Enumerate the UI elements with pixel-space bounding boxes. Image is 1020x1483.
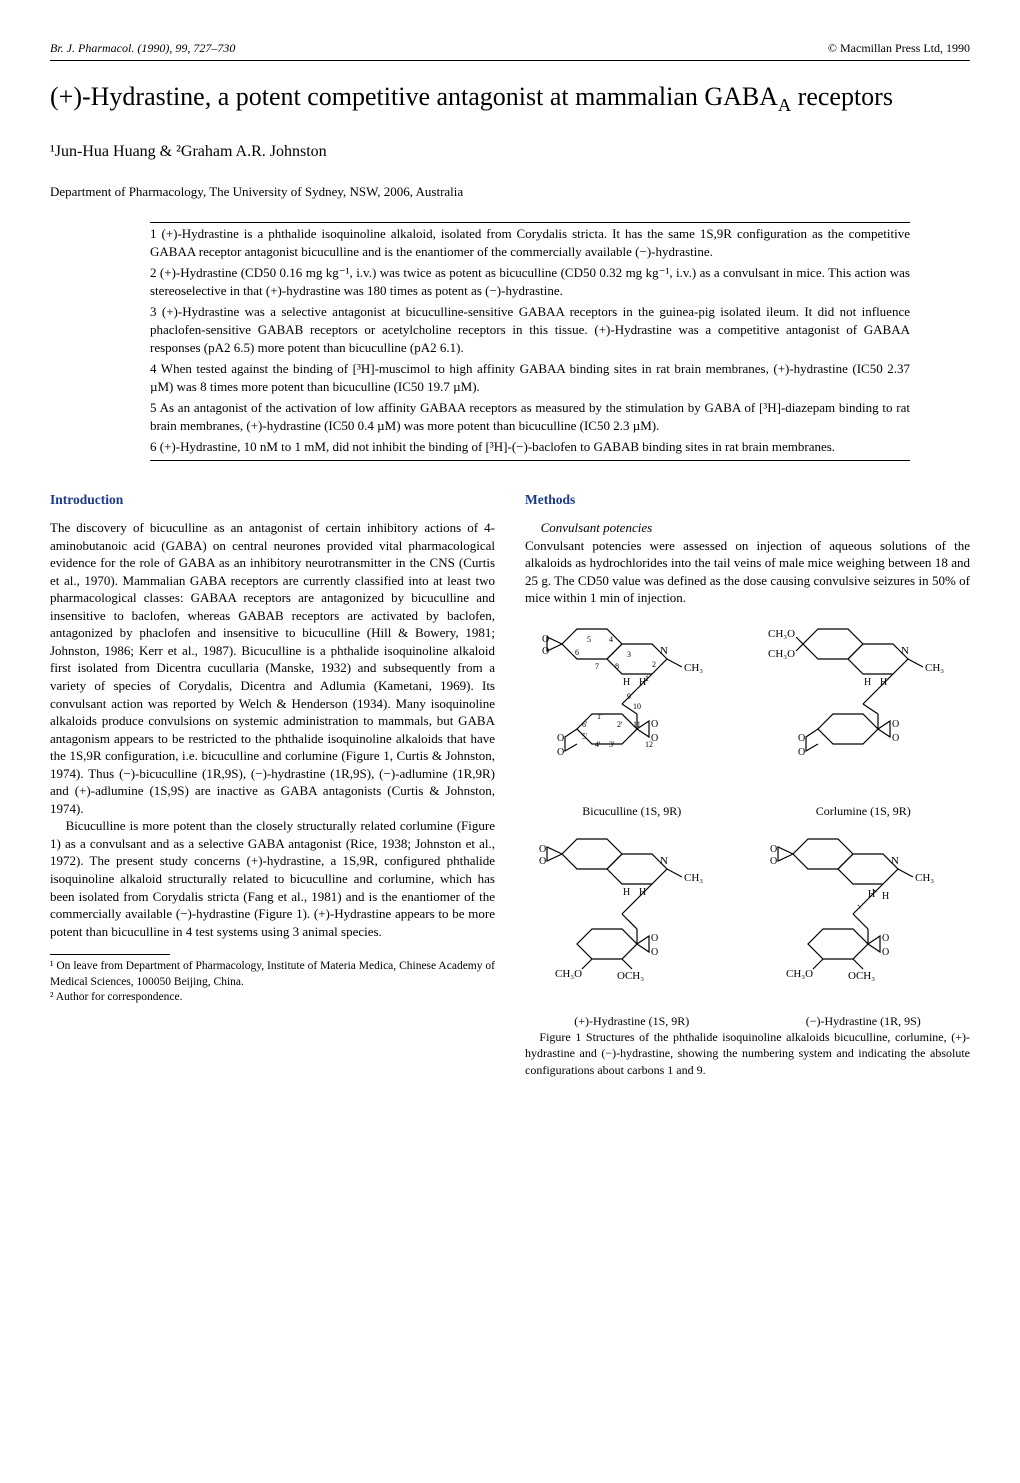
svg-text:H: H (623, 677, 630, 688)
svg-text:O: O (892, 719, 899, 730)
figure-1-caption: Figure 1 Structures of the phthalide iso… (525, 1029, 970, 1078)
svg-text:H: H (882, 891, 889, 902)
plus-hydrastine-label: (+)-Hydrastine (1S, 9R) (525, 1013, 739, 1029)
svg-text:CH₃: CH₃ (684, 662, 703, 674)
methods-para: Convulsant potencies were assessed on in… (525, 537, 970, 607)
svg-text:1: 1 (645, 674, 649, 683)
svg-text:4: 4 (609, 635, 613, 644)
svg-text:CH₃O: CH₃O (768, 628, 795, 640)
svg-text:CH₃O: CH₃O (786, 968, 813, 980)
svg-text:O: O (542, 634, 549, 645)
svg-text:O: O (651, 719, 658, 730)
svg-text:10: 10 (633, 702, 641, 711)
footnote-rule (50, 954, 170, 955)
svg-text:O: O (651, 947, 658, 958)
svg-text:O: O (798, 733, 805, 744)
svg-text:2: 2 (652, 660, 656, 669)
svg-text:O: O (539, 844, 546, 855)
footnotes: ¹ On leave from Department of Pharmacolo… (50, 959, 495, 1006)
svg-text:O: O (892, 733, 899, 744)
bicuculline-svg: O O N CH₃ H H O (537, 619, 727, 799)
svg-text:11: 11 (633, 720, 641, 729)
svg-text:5: 5 (587, 635, 591, 644)
svg-text:6': 6' (582, 720, 588, 729)
svg-text:CH₃: CH₃ (925, 662, 944, 674)
top-rule (50, 60, 970, 61)
svg-text:N: N (660, 645, 668, 657)
svg-text:H: H (864, 677, 871, 688)
svg-text:CH₃O: CH₃O (555, 968, 582, 980)
svg-text:O: O (798, 747, 805, 758)
svg-text:O: O (557, 747, 564, 758)
footnote-2: ² Author for correspondence. (50, 990, 495, 1006)
svg-text:OCH₃: OCH₃ (848, 970, 875, 982)
svg-text:O: O (557, 733, 564, 744)
svg-text:OCH₃: OCH₃ (617, 970, 644, 982)
svg-text:H: H (623, 887, 630, 898)
journal-ref: Br. J. Pharmacol. (1990), 99, 727–730 (50, 40, 235, 56)
abstract-item-3: 3 (+)-Hydrastine was a selective antagon… (150, 303, 910, 356)
svg-text:2': 2' (617, 720, 623, 729)
svg-text:8: 8 (615, 662, 619, 671)
svg-text:O: O (542, 646, 549, 657)
left-column: Introduction The discovery of bicucullin… (50, 491, 495, 1078)
svg-text:N: N (891, 855, 899, 867)
corlumine-label: Corlumine (1S, 9R) (757, 803, 971, 819)
abstract-item-5: 5 As an antagonist of the activation of … (150, 399, 910, 434)
svg-text:1': 1' (597, 712, 603, 721)
minus-hydrastine-label: (−)-Hydrastine (1R, 9S) (757, 1013, 971, 1029)
abstract-top-rule (150, 222, 910, 223)
svg-text:H: H (868, 889, 875, 900)
svg-text:O: O (770, 856, 777, 867)
svg-text:N: N (901, 645, 909, 657)
svg-text:6: 6 (575, 648, 579, 657)
svg-text:3': 3' (609, 740, 615, 749)
introduction-para-1: The discovery of bicuculline as an antag… (50, 519, 495, 817)
svg-text:H: H (639, 887, 646, 898)
article-title: (+)-Hydrastine, a potent competitive ant… (50, 81, 970, 117)
figure-1: O O N CH₃ H H O (525, 619, 970, 1029)
svg-text:O: O (539, 856, 546, 867)
right-column: Methods Convulsant potencies Convulsant … (525, 491, 970, 1078)
body-columns: Introduction The discovery of bicucullin… (50, 491, 970, 1078)
abstract-item-1: 1 (+)-Hydrastine is a phthalide isoquino… (150, 225, 910, 260)
svg-text:9: 9 (627, 692, 631, 701)
introduction-heading: Introduction (50, 491, 495, 509)
structure-minus-hydrastine: O O N CH₃ H H O (757, 829, 971, 1029)
svg-text:CH₃: CH₃ (915, 872, 934, 884)
svg-text:O: O (882, 947, 889, 958)
structure-plus-hydrastine: O O N CH₃ H H O O (525, 829, 739, 1029)
authors: ¹Jun-Hua Huang & ²Graham A.R. Johnston (50, 141, 970, 163)
svg-text:7: 7 (595, 662, 599, 671)
introduction-para-2: Bicuculline is more potent than the clos… (50, 817, 495, 940)
bicuculline-label: Bicuculline (1S, 9R) (525, 803, 739, 819)
svg-text:3: 3 (627, 650, 631, 659)
running-header: Br. J. Pharmacol. (1990), 99, 727–730 © … (50, 40, 970, 56)
footnote-1: ¹ On leave from Department of Pharmacolo… (50, 959, 495, 990)
svg-text:CH₃O: CH₃O (768, 648, 795, 660)
corlumine-svg: CH₃O CH₃O N CH₃ H H O O (768, 619, 958, 799)
abstract: 1 (+)-Hydrastine is a phthalide isoquino… (150, 225, 910, 456)
abstract-item-6: 6 (+)-Hydrastine, 10 nM to 1 mM, did not… (150, 438, 910, 456)
structure-bicuculline: O O N CH₃ H H O (525, 619, 739, 819)
svg-text:O: O (882, 933, 889, 944)
affiliation: Department of Pharmacology, The Universi… (50, 183, 970, 201)
plus-hydrastine-svg: O O N CH₃ H H O O (537, 829, 727, 1009)
structure-corlumine: CH₃O CH₃O N CH₃ H H O O (757, 619, 971, 819)
copyright: © Macmillan Press Ltd, 1990 (828, 40, 970, 56)
methods-subheading: Convulsant potencies (525, 519, 970, 537)
abstract-item-4: 4 When tested against the binding of [³H… (150, 360, 910, 395)
svg-text:CH₃: CH₃ (684, 872, 703, 884)
minus-hydrastine-svg: O O N CH₃ H H O (768, 829, 958, 1009)
svg-text:O: O (651, 933, 658, 944)
svg-text:H: H (880, 677, 887, 688)
svg-text:12: 12 (645, 740, 653, 749)
svg-text:5': 5' (582, 732, 588, 741)
svg-text:4': 4' (595, 740, 601, 749)
abstract-item-2: 2 (+)-Hydrastine (CD50 0.16 mg kg⁻¹, i.v… (150, 264, 910, 299)
abstract-bottom-rule (150, 460, 910, 461)
svg-text:O: O (770, 844, 777, 855)
svg-text:N: N (660, 855, 668, 867)
methods-heading: Methods (525, 491, 970, 509)
